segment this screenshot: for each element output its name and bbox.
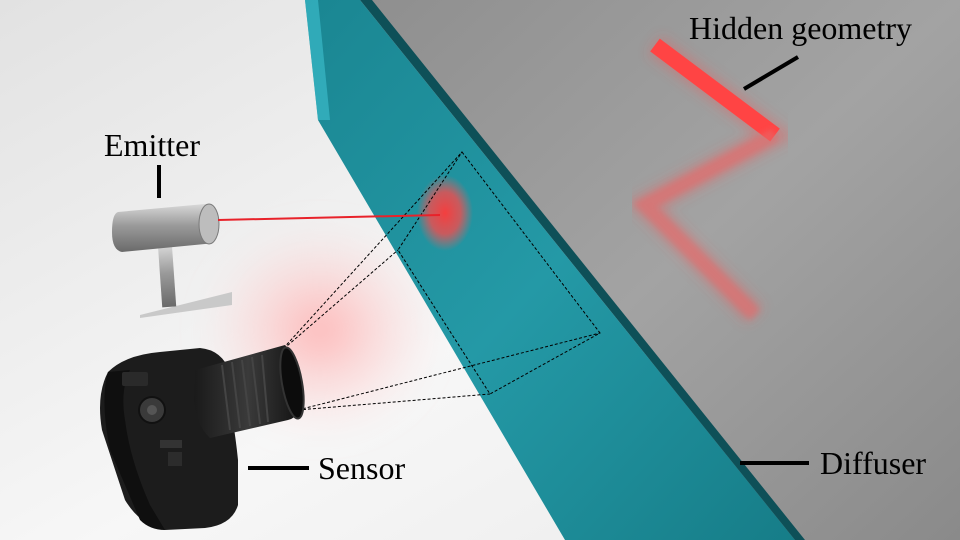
sensor-label: Sensor	[318, 450, 405, 486]
diffuser-panel	[305, 0, 805, 540]
laser-emitter-icon	[112, 203, 220, 252]
emitter-label: Emitter	[104, 127, 200, 163]
sensor-camera-icon	[100, 345, 305, 530]
laser-beam	[217, 214, 441, 221]
diffuser-label: Diffuser	[820, 445, 926, 481]
label-leaders	[157, 55, 809, 470]
hidden-geometry-zigzag-shape	[626, 36, 796, 323]
back-wall	[370, 0, 960, 540]
hidden-geometry-label: Hidden geometry	[689, 10, 912, 46]
sensor-field-of-view	[279, 151, 601, 411]
laser-spot	[417, 175, 473, 251]
hidden-geometry-leader	[742, 55, 800, 91]
emitter	[112, 203, 441, 318]
